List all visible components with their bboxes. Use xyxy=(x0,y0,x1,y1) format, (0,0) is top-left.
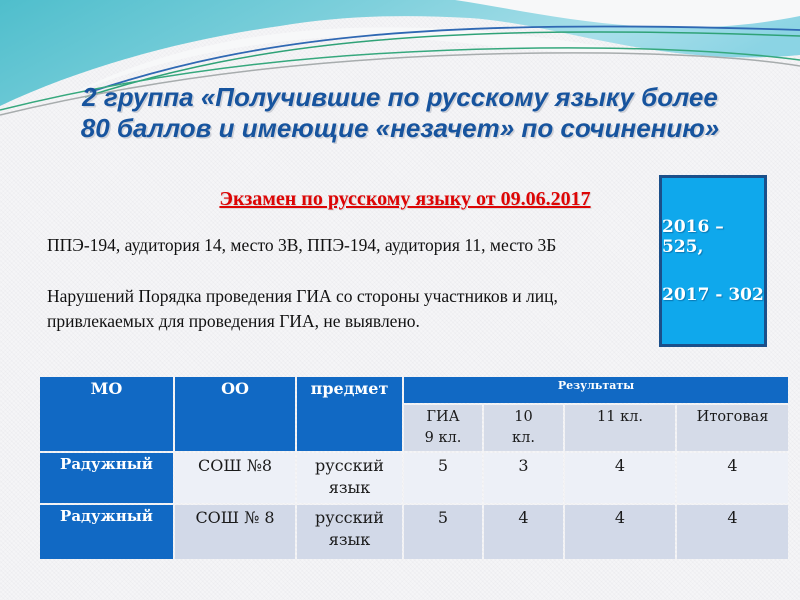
stat-box: 2016 –525, 2017 - 302 xyxy=(659,175,767,347)
wave-line-blue xyxy=(89,25,800,93)
cell-row0-gia9: 5 xyxy=(404,453,482,504)
cell-row1-subject: русский язык xyxy=(297,505,402,560)
subheader-cell-kl11: 11 кл. xyxy=(565,405,675,452)
cell-row0-mo: Радужный xyxy=(40,453,173,504)
cell-row1-gia9: 5 xyxy=(404,505,482,560)
seating-info-text: ППЭ-194, аудитория 14, место 3В, ППЭ-194… xyxy=(47,235,557,255)
exam-heading: Экзамен по русскому языку от 09.06.2017 xyxy=(219,188,591,210)
header-cell-mo: МО xyxy=(40,377,173,452)
header-cell-results: Результаты xyxy=(404,377,789,403)
cell-row0-kl11: 4 xyxy=(565,453,675,504)
wave-line-green-top xyxy=(84,31,800,98)
subheader-cell-kl10: 10 кл. xyxy=(484,405,563,452)
wave-line-gray-bottom xyxy=(0,52,800,116)
cell-row0-oo: СОШ №8 xyxy=(175,453,295,504)
wave-white-crescent xyxy=(60,27,640,101)
table-subheader-row: ГИА 9 кл. 10 кл. 11 кл. Итоговая xyxy=(40,405,789,452)
table-header-row: МО ОО предмет Результаты xyxy=(40,377,789,452)
subheader-cell-total: Итоговая xyxy=(677,405,789,452)
table-row: Радужный СОШ № 8 русский язык 5 4 4 4 xyxy=(40,505,789,560)
header-cell-subject: предмет xyxy=(297,377,402,452)
stat-line-2017: 2017 - 302 xyxy=(662,285,764,305)
stat-line-2016: 2016 –525, xyxy=(662,217,724,257)
results-table: МО ОО предмет Результаты ГИА 9 кл. 10 кл… xyxy=(38,375,790,561)
cell-row1-kl11: 4 xyxy=(565,505,675,560)
violations-note-text: Нарушений Порядка проведения ГИА со стор… xyxy=(47,286,558,331)
subheader-cell-gia9: ГИА 9 кл. xyxy=(404,405,482,452)
slide-title: 2 группа «Получившие по русскому языку б… xyxy=(80,82,720,144)
wave-line-green-bottom xyxy=(0,47,800,111)
table-row: Радужный СОШ №8 русский язык 5 3 4 4 xyxy=(40,453,789,504)
cell-row1-total: 4 xyxy=(677,505,789,560)
header-cell-oo: ОО xyxy=(175,377,295,452)
cell-row0-subject: русский язык xyxy=(297,453,402,504)
wave-white-top-right xyxy=(455,0,800,28)
cell-row0-kl10: 3 xyxy=(484,453,563,504)
cell-row1-oo: СОШ № 8 xyxy=(175,505,295,560)
cell-row1-mo: Радужный xyxy=(40,505,173,560)
top-wave-decoration xyxy=(0,0,800,116)
cell-row1-kl10: 4 xyxy=(484,505,563,560)
cell-row0-total: 4 xyxy=(677,453,789,504)
